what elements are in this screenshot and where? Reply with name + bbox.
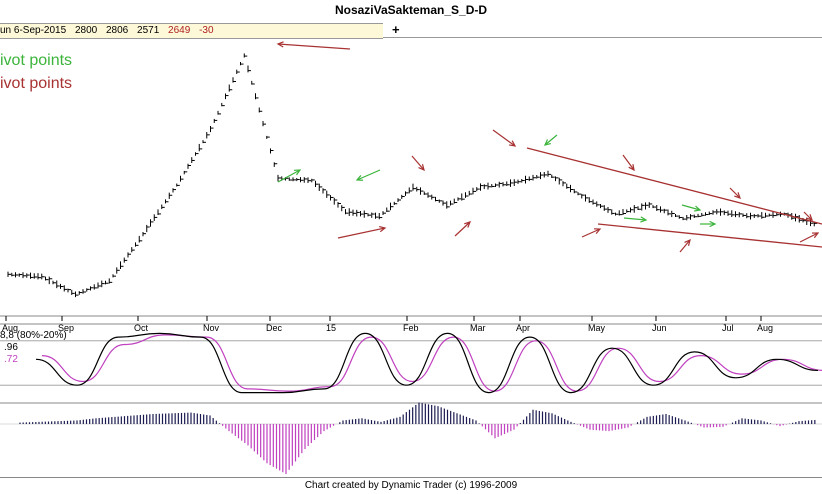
pivot-arrowhead bbox=[709, 220, 717, 228]
stoch-fast-value: .96 bbox=[4, 342, 18, 353]
stochastic-panel bbox=[0, 332, 822, 394]
stoch-fast-line bbox=[35, 332, 819, 394]
pivot-arrowhead bbox=[418, 164, 425, 172]
pivot-arrowhead bbox=[628, 163, 635, 172]
pivot-arrowhead bbox=[379, 225, 387, 233]
x-tick-label: Aug bbox=[757, 323, 773, 333]
pivot-arrowhead bbox=[355, 175, 364, 181]
red-pivot-arrow bbox=[492, 129, 516, 147]
pivot-arrowhead bbox=[811, 232, 820, 239]
trendlines bbox=[526, 147, 822, 248]
x-tick-label: Aug bbox=[2, 323, 18, 333]
red-pivot-arrow bbox=[581, 228, 601, 238]
red-pivot-arrow bbox=[799, 232, 819, 243]
price-info-bar: un 6-Sep-2015 2800 2806 2571 2649 -30 bbox=[0, 23, 383, 39]
chart-title: NosaziVaSakteman_S_D-D bbox=[334, 3, 488, 17]
pivot-arrowhead bbox=[293, 169, 302, 176]
divider bbox=[383, 37, 822, 38]
red-pivot-arrow bbox=[337, 227, 386, 239]
x-tick-label: May bbox=[588, 323, 606, 333]
red-pivot-arrow bbox=[277, 43, 351, 50]
pivot-arrowhead bbox=[693, 205, 702, 212]
price-bars bbox=[7, 53, 818, 298]
x-tick-label: Oct bbox=[134, 323, 149, 333]
pivot-arrowhead bbox=[806, 214, 813, 221]
lower-trendline bbox=[597, 223, 822, 248]
pivot-arrowhead bbox=[464, 221, 472, 228]
red-pivot-arrow bbox=[622, 154, 635, 171]
footer-credit: Chart created by Dynamic Trader (c) 1996… bbox=[0, 477, 822, 494]
x-tick-label: Mar bbox=[470, 323, 486, 333]
bar-open: 2800 bbox=[74, 25, 98, 36]
x-tick-label: Jul bbox=[722, 323, 734, 333]
bar-low: 2571 bbox=[137, 25, 160, 36]
red-pivot-arrow bbox=[411, 155, 425, 171]
red-pivot-arrow bbox=[803, 211, 813, 221]
pivot-arrowhead bbox=[508, 140, 517, 147]
pivot-arrowhead bbox=[734, 192, 741, 199]
x-tick-label: Sep bbox=[58, 323, 74, 333]
pivot-arrowhead bbox=[276, 41, 284, 48]
title-bar: NosaziVaSakteman_S_D-D bbox=[0, 0, 822, 22]
stoch-slow-line bbox=[41, 334, 822, 392]
bar-date: un 6-Sep-2015 bbox=[0, 25, 67, 36]
green-pivot-arrow bbox=[623, 217, 647, 221]
chart-area[interactable]: Aug Sep Oct Nov Dec 15 Feb Mar Apr May Jun Jul Aug 8… bbox=[0, 0, 822, 476]
x-tick-label: Apr bbox=[516, 323, 530, 333]
red-pivot-arrow bbox=[729, 187, 741, 199]
green-pivot-arrow bbox=[544, 134, 558, 146]
green-pivot-arrow bbox=[277, 169, 301, 183]
pivot-arrowhead bbox=[640, 216, 648, 223]
indicator-label: 8,8 (80%-20%) bbox=[0, 330, 67, 341]
add-symbol-button[interactable]: + bbox=[392, 22, 400, 37]
pivot-arrowhead bbox=[684, 238, 691, 246]
x-tick-label: Jun bbox=[652, 323, 667, 333]
upper-trendline bbox=[526, 147, 822, 225]
pivot-arrowhead bbox=[543, 139, 551, 146]
pivot-arrowhead bbox=[593, 228, 602, 234]
x-axis: Aug Sep Oct Nov Dec 15 Feb Mar Apr May Jun Jul Aug bbox=[2, 316, 773, 333]
pivot-arrows bbox=[276, 41, 820, 253]
x-tick-label: 15 bbox=[326, 323, 336, 333]
x-tick-label: Nov bbox=[203, 323, 220, 333]
green-pivot-arrow bbox=[356, 169, 381, 181]
x-tick-label: Feb bbox=[403, 323, 419, 333]
bar-close: 2649 bbox=[168, 25, 191, 36]
green-pivot-arrow bbox=[681, 204, 701, 211]
histogram-panel bbox=[0, 402, 822, 474]
legend-red-pivots: ivot points bbox=[0, 75, 73, 92]
red-pivot-arrow bbox=[454, 221, 471, 237]
red-pivot-arrow bbox=[679, 239, 691, 253]
bar-change: -30 bbox=[199, 25, 214, 36]
stoch-slow-value: .72 bbox=[4, 354, 18, 365]
x-tick-label: Dec bbox=[266, 323, 283, 333]
legend-green-pivots: ivot points bbox=[0, 52, 73, 69]
bar-high: 2806 bbox=[105, 25, 129, 36]
